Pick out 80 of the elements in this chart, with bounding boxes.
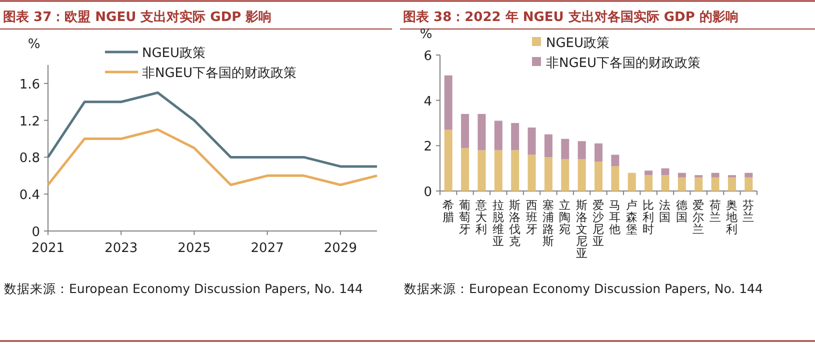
x-tick-label: 卢森堡 <box>626 198 638 236</box>
y-tick-label: 0.4 <box>19 188 40 204</box>
bar <box>644 175 653 191</box>
bar <box>561 159 570 191</box>
bar <box>711 177 720 191</box>
line-series <box>46 128 378 186</box>
bar <box>611 166 620 191</box>
legend-label: NGEU政策 <box>142 46 206 61</box>
bar <box>694 177 703 191</box>
bar <box>528 128 536 155</box>
bar <box>678 177 686 191</box>
x-tick-label: 葡萄牙 <box>459 198 472 236</box>
y-axis-title: % <box>28 37 40 52</box>
x-tick-label: 爱尔兰 <box>692 198 705 236</box>
y-tick-label: 6 <box>424 49 432 64</box>
bar <box>594 143 602 162</box>
x-tick-label: 2025 <box>178 241 211 256</box>
x-tick-label: 2027 <box>250 241 284 256</box>
bar <box>594 162 602 191</box>
bar <box>494 120 502 150</box>
y-tick-label: 0.8 <box>19 151 40 166</box>
x-tick-label: 立陶宛 <box>559 198 572 236</box>
y-tick-label: 1.6 <box>19 77 40 92</box>
legend-label: NGEU政策 <box>546 36 610 51</box>
y-tick-label: 0 <box>424 185 432 200</box>
line-series <box>46 91 378 168</box>
bar <box>661 168 670 176</box>
bar <box>461 148 470 191</box>
y-axis-title: % <box>420 27 432 42</box>
bar <box>461 114 470 148</box>
bar <box>744 172 753 178</box>
chart-title: 图表 38：2022 年 NGEU 支出对各国实际 GDP 的影响 <box>403 9 738 25</box>
bar <box>528 154 536 191</box>
x-tick-label: 西班牙 <box>526 198 538 236</box>
bar <box>444 130 452 191</box>
bar <box>544 157 552 191</box>
x-tick-label: 拉脱维亚 <box>492 198 504 248</box>
x-tick-label: 德国 <box>676 198 688 224</box>
y-tick-label: 0 <box>32 225 40 240</box>
bar <box>511 123 520 150</box>
x-tick-label: 塞浦路斯 <box>542 198 554 248</box>
bar <box>544 134 552 157</box>
x-tick-label: 芬兰 <box>742 198 755 224</box>
y-tick-label: 1.2 <box>19 114 40 130</box>
x-tick-label: 荷兰 <box>709 198 722 224</box>
legend-label: 非NGEU下各国的财政政策 <box>546 56 701 71</box>
bar <box>561 138 570 160</box>
bar <box>628 172 636 191</box>
bar <box>511 150 520 191</box>
x-tick-label: 斯洛伐克 <box>509 198 522 248</box>
bar <box>728 177 736 191</box>
x-tick-label: 2029 <box>324 241 357 256</box>
legend-label: 非NGEU下各国的财政政策 <box>142 66 297 81</box>
x-tick-label: 意大利 <box>474 198 488 236</box>
bar <box>678 172 686 178</box>
bar <box>478 114 486 150</box>
bar <box>444 75 452 130</box>
x-tick-label: 希腊 <box>442 198 454 224</box>
bar <box>644 170 653 176</box>
x-tick-label: 马耳他 <box>609 198 622 236</box>
x-tick-label: 2023 <box>104 241 138 256</box>
source-note: 数据来源：European Economy Discussion Papers, No. 144 <box>404 281 763 296</box>
bar <box>478 150 486 191</box>
bar <box>661 175 670 191</box>
bar <box>578 159 586 191</box>
bar <box>711 172 720 178</box>
bar <box>578 141 586 160</box>
x-tick-label: 爱沙尼亚 <box>592 198 604 248</box>
x-tick-label: 斯洛文尼亚 <box>576 198 588 260</box>
y-tick-label: 2 <box>424 140 432 155</box>
bar <box>611 154 620 166</box>
x-tick-label: 比利时 <box>642 198 655 236</box>
x-tick-label: 2021 <box>31 241 65 256</box>
bar <box>744 177 753 191</box>
bar <box>494 150 502 191</box>
x-tick-label: 奥地利 <box>724 198 738 236</box>
x-tick-label: 法国 <box>659 198 672 224</box>
chart-title: 图表 37：欧盟 NGEU 支出对实际 GDP 影响 <box>3 9 272 25</box>
y-tick-label: 4 <box>424 94 432 110</box>
source-note: 数据来源：European Economy Discussion Papers, No. 144 <box>4 281 363 296</box>
